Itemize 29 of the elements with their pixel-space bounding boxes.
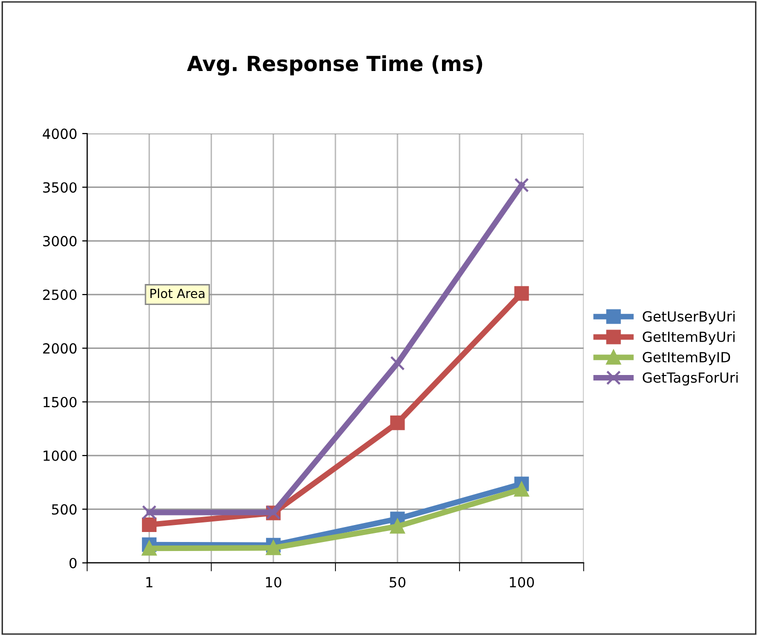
x-tick-label: 50 [390, 576, 406, 588]
chart-title: Avg. Response Time (ms) [187, 55, 482, 76]
y-tick-label: 0 [70, 558, 77, 568]
y-tick-label: 2000 [43, 343, 77, 354]
point [142, 541, 157, 556]
point [142, 517, 157, 532]
x-tick-label: 1 [146, 577, 152, 588]
annotation: Plot Area [150, 288, 204, 298]
point [266, 540, 281, 556]
x-tick-label: 10 [266, 576, 282, 588]
point [390, 416, 405, 430]
x-tick-label: 100 [510, 576, 534, 588]
y-tick-label: 500 [52, 504, 77, 515]
y-tick-label: 3500 [43, 182, 77, 193]
y-tick-label: 4000 [42, 128, 77, 140]
y-tick-label: 2500 [43, 290, 77, 300]
y-tick-label: 1000 [44, 450, 77, 462]
y-tick-label: 1500 [44, 396, 77, 408]
point [514, 286, 529, 301]
point [390, 356, 405, 371]
point [514, 482, 529, 497]
point [390, 519, 405, 534]
point [514, 178, 529, 192]
point [142, 505, 157, 520]
legend-label: GetItemByID [642, 352, 730, 366]
legend-label: GetItemByUri [642, 331, 735, 345]
legend-label: GetUserByUri [642, 310, 735, 324]
legend-label: GetTagsForUri [642, 372, 738, 386]
y-tick-label: 3000 [43, 236, 77, 246]
